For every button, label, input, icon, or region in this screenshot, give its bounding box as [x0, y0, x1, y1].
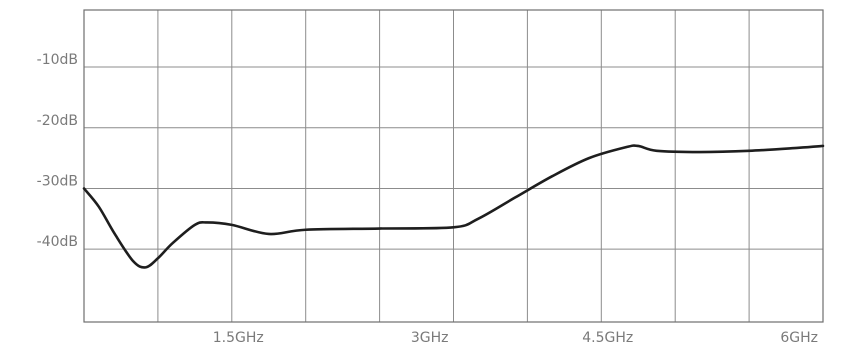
x-tick-labels: 1.5GHz 3GHz 4.5GHz 6GHz [213, 330, 818, 346]
x-tick-label: 3GHz [411, 330, 449, 346]
x-tick-label: 4.5GHz [582, 330, 633, 346]
series-layer [82, 144, 825, 269]
y-tick-label: -40dB [37, 234, 78, 250]
y-tick-labels: -10dB -20dB -30dB -40dB [37, 52, 78, 250]
series-line [82, 144, 825, 269]
y-tick-label: -30dB [37, 173, 78, 189]
y-tick-label: -20dB [37, 113, 78, 129]
plot-area-border [83, 9, 824, 323]
x-tick-label: 6GHz [780, 330, 818, 346]
grid [84, 10, 823, 322]
plot-frame [83, 9, 824, 323]
x-tick-label: 1.5GHz [213, 330, 264, 346]
y-tick-label: -10dB [37, 52, 78, 68]
